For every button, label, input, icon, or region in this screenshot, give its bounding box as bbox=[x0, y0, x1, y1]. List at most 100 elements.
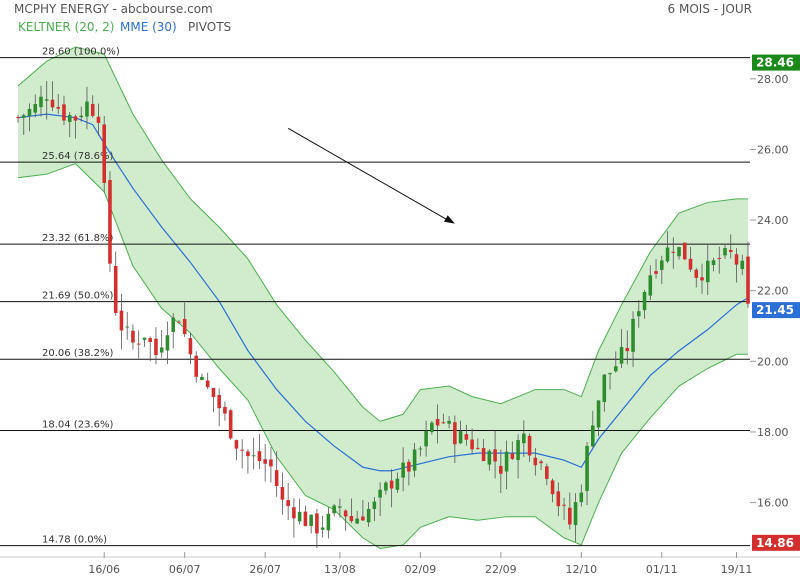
candle-body bbox=[73, 116, 78, 121]
candle-body bbox=[493, 449, 497, 462]
pivot-label: 21.69 (50.0%) bbox=[42, 291, 113, 302]
candle-body bbox=[401, 462, 405, 478]
candle-body bbox=[171, 317, 175, 332]
price-badge-label: 14.86 bbox=[756, 536, 794, 550]
candle-body bbox=[591, 425, 595, 447]
candle-body bbox=[424, 430, 428, 447]
candle-body bbox=[476, 447, 480, 449]
candle-body bbox=[711, 260, 716, 266]
pivot-levels: 28.60 (100.0%) 25.64 (78.6%) 23.32 (61.8%)… bbox=[0, 47, 750, 547]
candle-body bbox=[510, 453, 515, 459]
trend-arrow bbox=[287, 127, 455, 224]
candle-body bbox=[131, 330, 135, 343]
candle-body bbox=[659, 260, 664, 270]
y-tick-label: 20.00 bbox=[757, 355, 789, 368]
candle-body bbox=[332, 505, 336, 514]
candle-body bbox=[522, 433, 526, 444]
candle-body bbox=[596, 400, 601, 428]
candle-body bbox=[67, 115, 72, 123]
x-tick-label: 22/09 bbox=[485, 563, 517, 576]
candle-body bbox=[366, 508, 371, 523]
candle-body bbox=[326, 513, 331, 531]
candle-body bbox=[539, 461, 543, 464]
x-tick-label: 19/11 bbox=[721, 563, 753, 576]
candle-body bbox=[200, 376, 204, 381]
price-badge bbox=[752, 54, 800, 71]
candle-body bbox=[740, 260, 745, 270]
candle-body bbox=[44, 99, 49, 101]
y-tick-label: 16.00 bbox=[757, 497, 789, 510]
candle-body bbox=[453, 422, 457, 445]
candle-body bbox=[27, 108, 32, 117]
candle-body bbox=[148, 338, 152, 343]
candle-body bbox=[585, 445, 589, 491]
chart-title: MCPHY ENERGY - abcbourse.com bbox=[14, 2, 213, 16]
pivot-label: 28.60 (100.0%) bbox=[42, 47, 120, 58]
candle-body bbox=[211, 387, 216, 398]
candle-body bbox=[642, 291, 647, 311]
candle-body bbox=[464, 434, 469, 440]
candle-body bbox=[378, 489, 382, 498]
candle-body bbox=[182, 318, 187, 335]
price-badge-label: 28.46 bbox=[756, 56, 794, 70]
indicator-mme: MME (30) bbox=[120, 20, 177, 34]
candle-body bbox=[447, 420, 451, 424]
mme-series-line bbox=[17, 113, 749, 472]
candle-body bbox=[355, 518, 359, 524]
candle-body bbox=[96, 116, 101, 123]
keltner-band-fill bbox=[18, 47, 748, 549]
x-tick-label: 02/09 bbox=[405, 563, 437, 576]
candle-body bbox=[384, 482, 388, 491]
candle-body bbox=[654, 271, 658, 274]
candle-body bbox=[602, 374, 607, 402]
x-tick-label: 06/07 bbox=[169, 563, 201, 576]
candle-body bbox=[50, 99, 55, 108]
candle-body bbox=[631, 318, 635, 352]
candle-body bbox=[533, 457, 538, 466]
candle-body bbox=[418, 448, 423, 450]
pivot-label: 20.06 (38.2%) bbox=[42, 348, 113, 359]
candle-body bbox=[734, 254, 739, 265]
candle-body bbox=[56, 106, 61, 109]
period-label: 6 MOIS - JOUR bbox=[667, 2, 752, 16]
candle-body bbox=[90, 103, 95, 116]
candle-body bbox=[21, 115, 26, 118]
candle-body bbox=[487, 450, 492, 465]
x-tick-label: 13/08 bbox=[324, 563, 356, 576]
candle-body bbox=[562, 504, 566, 506]
y-tick-label: 18.00 bbox=[757, 426, 789, 439]
candle-body bbox=[79, 115, 84, 118]
candle-body bbox=[441, 422, 446, 424]
candle-body bbox=[412, 449, 417, 471]
pivot-label: 25.64 (78.6%) bbox=[42, 151, 113, 162]
candle-body bbox=[665, 247, 670, 262]
candle-body bbox=[700, 277, 704, 281]
candle-body bbox=[257, 451, 262, 462]
candle-body bbox=[550, 480, 555, 495]
candle-body bbox=[142, 337, 147, 340]
candle-body bbox=[677, 247, 681, 257]
candle-body bbox=[309, 514, 313, 526]
candle-body bbox=[315, 513, 319, 534]
candle-body bbox=[177, 321, 181, 323]
candle-body bbox=[234, 440, 239, 449]
candle-body bbox=[481, 448, 486, 462]
candle-body bbox=[223, 406, 227, 414]
candle-body bbox=[682, 242, 687, 260]
candle-body bbox=[372, 501, 377, 509]
candle-body bbox=[395, 478, 400, 490]
candle-body bbox=[458, 431, 463, 444]
candle-body bbox=[246, 451, 250, 457]
candle-body bbox=[746, 256, 750, 304]
x-tick-label: 12/10 bbox=[565, 563, 597, 576]
candle-body bbox=[470, 439, 474, 450]
y-tick-label: 24.00 bbox=[757, 214, 789, 227]
candle-body bbox=[688, 258, 693, 270]
pivot-label: 23.32 (61.8%) bbox=[42, 233, 113, 244]
candle-body bbox=[619, 346, 624, 364]
candle-body bbox=[108, 180, 112, 264]
candle-body bbox=[113, 265, 118, 313]
candle-body bbox=[102, 124, 107, 183]
candle-body bbox=[269, 459, 273, 467]
